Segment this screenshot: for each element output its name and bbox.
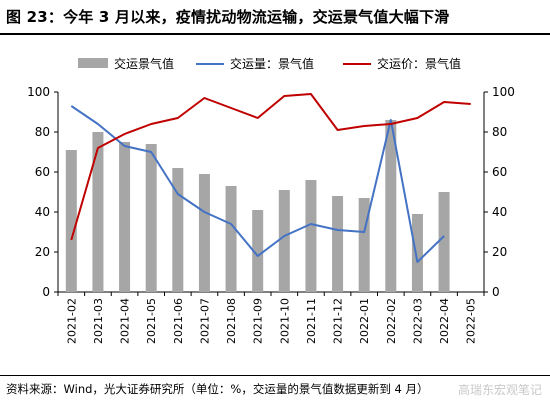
bar bbox=[385, 120, 397, 292]
x-tick-label: 2021-12 bbox=[332, 298, 345, 344]
y-tick-label-right: 20 bbox=[492, 245, 507, 259]
x-tick-label: 2021-06 bbox=[172, 298, 185, 344]
bar bbox=[119, 142, 131, 292]
title-divider bbox=[0, 33, 550, 35]
y-tick-label-left: 60 bbox=[35, 165, 50, 179]
bar bbox=[332, 196, 344, 292]
y-tick-label-right: 80 bbox=[492, 125, 507, 139]
bar bbox=[438, 192, 450, 292]
bar bbox=[225, 186, 237, 292]
bar bbox=[252, 210, 264, 292]
watermark: 高瑞东宏观笔记 bbox=[457, 383, 542, 397]
y-tick-label-left: 100 bbox=[27, 85, 50, 99]
y-tick-label-right: 60 bbox=[492, 165, 507, 179]
x-tick-label: 2021-11 bbox=[305, 298, 318, 344]
series-line-volume bbox=[70, 105, 445, 263]
bar bbox=[65, 150, 77, 292]
y-tick-label-right: 0 bbox=[492, 285, 500, 299]
y-tick-label-left: 80 bbox=[35, 125, 50, 139]
y-tick-label-left: 0 bbox=[42, 285, 50, 299]
source-divider bbox=[0, 375, 550, 376]
source-note: 资料来源：Wind，光大证券研究所（单位：%，交运量的景气值数据更新到 4 月） bbox=[6, 382, 429, 396]
bar bbox=[198, 174, 210, 292]
x-tick-label: 2021-08 bbox=[225, 298, 238, 344]
bar bbox=[411, 214, 423, 292]
x-tick-label: 2022-04 bbox=[438, 298, 451, 344]
legend-label-volume: 交运量：景气值 bbox=[230, 56, 314, 71]
y-tick-label-left: 20 bbox=[35, 245, 50, 259]
bar bbox=[145, 144, 157, 292]
x-tick-label: 2021-10 bbox=[278, 298, 291, 344]
x-tick-label: 2021-02 bbox=[65, 298, 78, 344]
x-tick-label: 2021-07 bbox=[198, 298, 211, 344]
y-tick-label-right: 40 bbox=[492, 205, 507, 219]
chart-title: 图 23：今年 3 月以来，疫情扰动物流运输，交运景气值大幅下滑 bbox=[6, 8, 450, 26]
bar bbox=[305, 180, 317, 292]
x-tick-label: 2021-05 bbox=[145, 298, 158, 344]
x-tick-label: 2021-09 bbox=[252, 298, 265, 344]
x-tick-label: 2022-02 bbox=[385, 298, 398, 344]
x-tick-label: 2021-03 bbox=[92, 298, 105, 344]
x-tick-label: 2021-04 bbox=[119, 298, 132, 344]
y-tick-label-right: 100 bbox=[492, 85, 515, 99]
x-tick-label: 2022-05 bbox=[465, 298, 478, 344]
legend-swatch-bar bbox=[78, 58, 108, 68]
bar bbox=[92, 132, 104, 292]
x-tick-label: 2022-03 bbox=[411, 298, 424, 344]
bar bbox=[278, 190, 290, 292]
series-line-price bbox=[70, 93, 471, 241]
legend-label-bar: 交运景气值 bbox=[114, 56, 174, 71]
chart-area: 0 0 20 20 40 40 60 60 80 80 100 100 2021-02 2021-03 20… bbox=[27, 56, 515, 344]
bar bbox=[172, 168, 184, 292]
bar bbox=[358, 198, 370, 292]
x-tick-label: 2022-01 bbox=[358, 298, 371, 344]
y-tick-label-left: 40 bbox=[35, 205, 50, 219]
legend-label-price: 交运价：景气值 bbox=[377, 56, 461, 71]
